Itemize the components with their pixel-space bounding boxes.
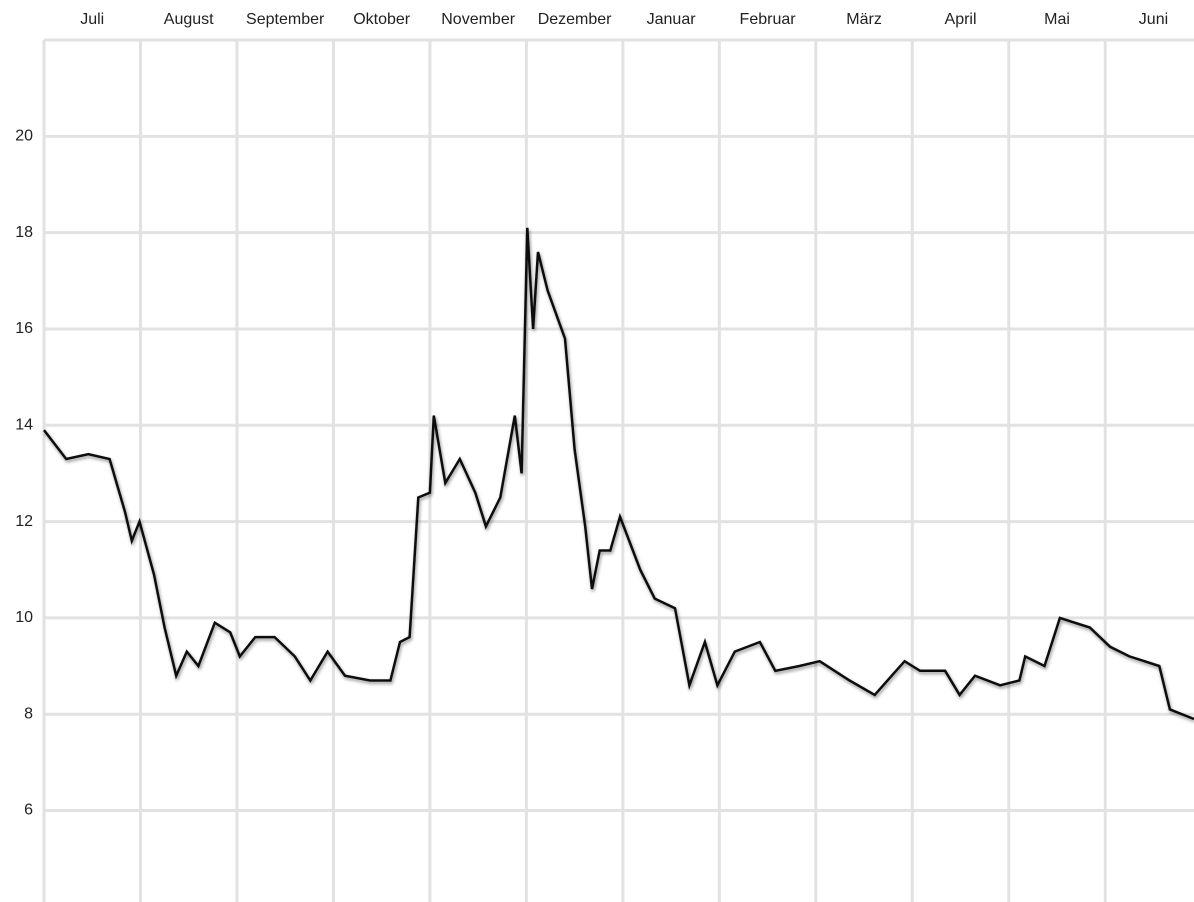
- x-tick-label: Oktober: [353, 11, 411, 28]
- y-tick-label: 12: [15, 513, 33, 530]
- x-tick-label: Juli: [80, 11, 104, 28]
- x-tick-label: März: [846, 11, 882, 28]
- x-tick-label: Juni: [1139, 11, 1168, 28]
- x-tick-label: November: [441, 11, 515, 28]
- y-tick-label: 6: [24, 802, 33, 819]
- x-tick-label: Dezember: [538, 11, 612, 28]
- y-tick-label: 18: [15, 224, 33, 241]
- data-line: [43, 227, 1194, 721]
- y-tick-label: 10: [15, 609, 33, 626]
- y-tick-label: 8: [24, 705, 33, 722]
- x-tick-label: April: [945, 11, 977, 28]
- x-tick-label: Januar: [647, 11, 697, 28]
- x-tick-label: August: [164, 11, 214, 28]
- y-tick-label: 16: [15, 320, 33, 337]
- y-tick-label: 20: [15, 128, 33, 145]
- x-tick-label: September: [246, 11, 325, 28]
- x-tick-label: Februar: [740, 11, 797, 28]
- y-tick-label: 14: [15, 416, 33, 433]
- x-tick-label: Mai: [1044, 11, 1070, 28]
